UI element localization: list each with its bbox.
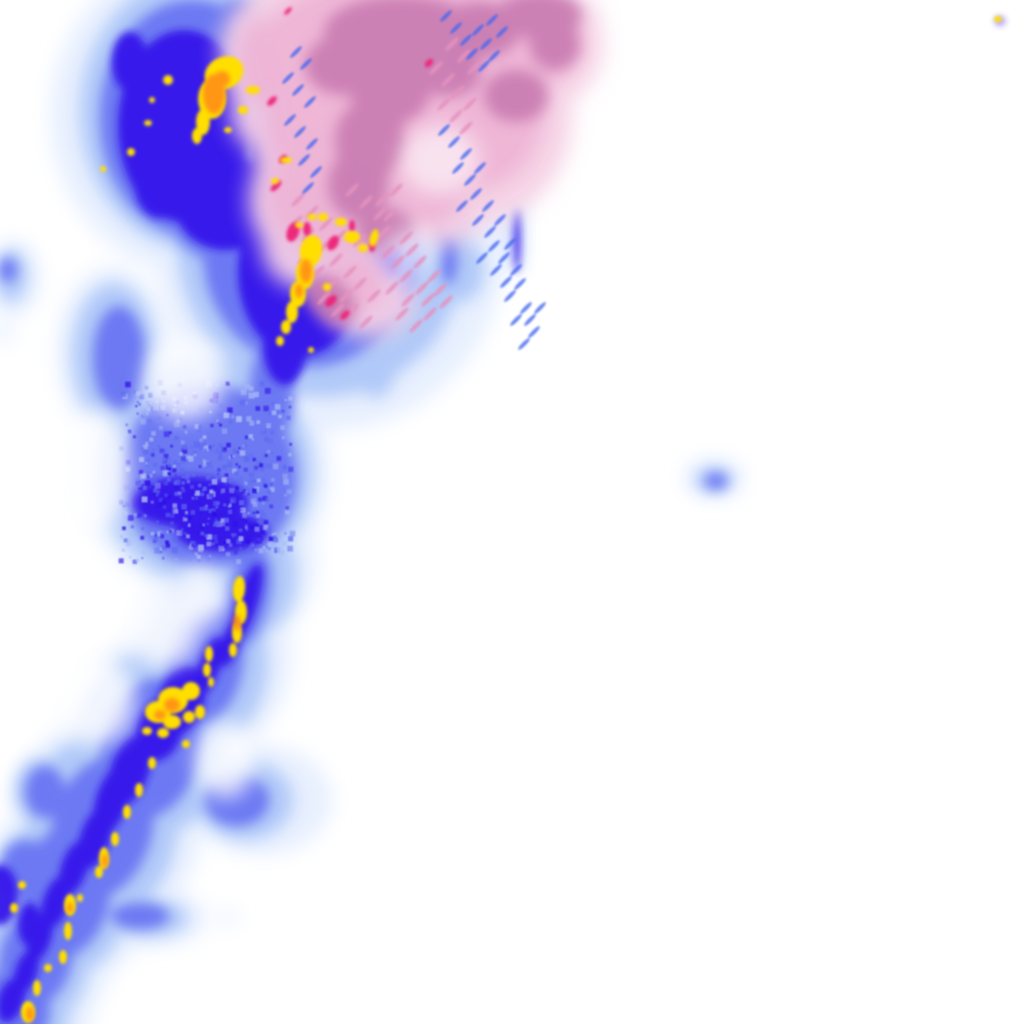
layer-core-cells-orange [26, 71, 312, 1021]
layer-snow-mauve [304, 0, 582, 326]
layer-rain-speckle [118, 380, 296, 565]
layer-white-soften-blue [55, 340, 255, 798]
layer-mix-cells-magenta [267, 7, 434, 320]
layer-mix-hatch-blue [282, 10, 546, 350]
